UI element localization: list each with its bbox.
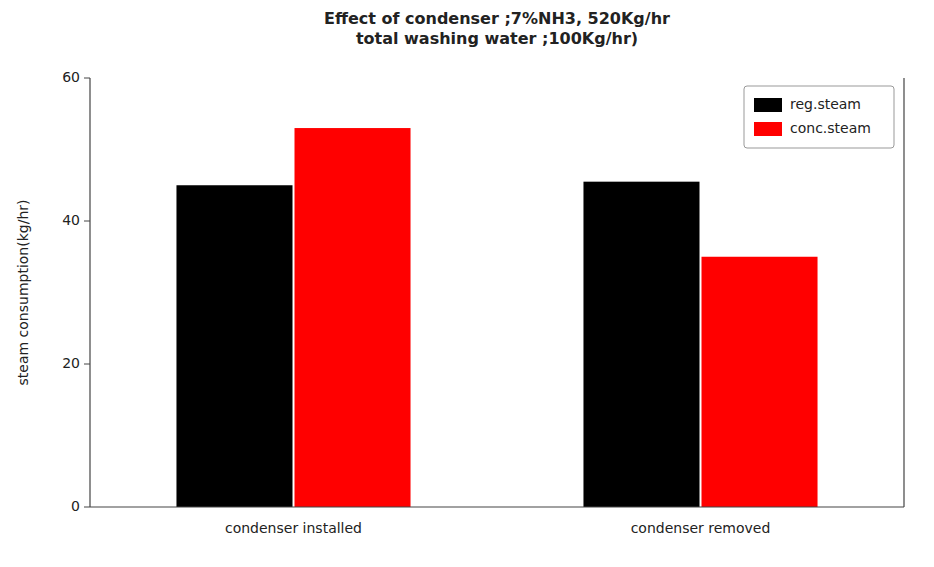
legend-swatch — [754, 122, 782, 136]
page: {"chart_data": {"type": "bar", "title": … — [0, 0, 934, 567]
y-tick-label: 0 — [71, 498, 80, 514]
bar — [583, 182, 699, 507]
y-tick-label: 60 — [62, 69, 80, 85]
bar — [176, 185, 292, 507]
x-tick-label: condenser installed — [225, 520, 362, 536]
legend-box — [744, 86, 894, 148]
bar — [295, 128, 411, 507]
bar — [702, 257, 818, 507]
legend-swatch — [754, 98, 782, 112]
bars — [176, 128, 817, 507]
axis-line-left — [89, 78, 90, 507]
axis-line-bottom — [90, 506, 904, 507]
y-tick — [84, 364, 90, 365]
y-tick-label: 40 — [62, 212, 80, 228]
y-tick — [84, 78, 90, 79]
y-tick — [84, 507, 90, 508]
y-tick — [84, 221, 90, 222]
title-line: total washing water ;100Kg/hr) — [356, 29, 638, 48]
title: Effect of condenser ;7%NH3, 520Kg/hrtota… — [324, 9, 670, 48]
axis-line-right — [903, 78, 904, 507]
chart-container: Effect of condenser ;7%NH3, 520Kg/hrtota… — [0, 0, 934, 567]
y-axis: 0 20 40 60 — [62, 69, 90, 514]
x-axis: condenser installed condenser removed — [225, 520, 770, 536]
title-line: Effect of condenser ;7%NH3, 520Kg/hr — [324, 9, 670, 28]
legend-label: reg.steam — [790, 96, 861, 112]
legend-label: conc.steam — [790, 120, 871, 136]
chart-svg: Effect of condenser ;7%NH3, 520Kg/hrtota… — [0, 0, 934, 567]
y-tick-label: 20 — [62, 355, 80, 371]
x-tick-label: condenser removed — [631, 520, 771, 536]
legend: reg.steam conc.steam — [744, 86, 894, 148]
y-axis-label: steam consumption(kg/hr) — [15, 200, 31, 386]
